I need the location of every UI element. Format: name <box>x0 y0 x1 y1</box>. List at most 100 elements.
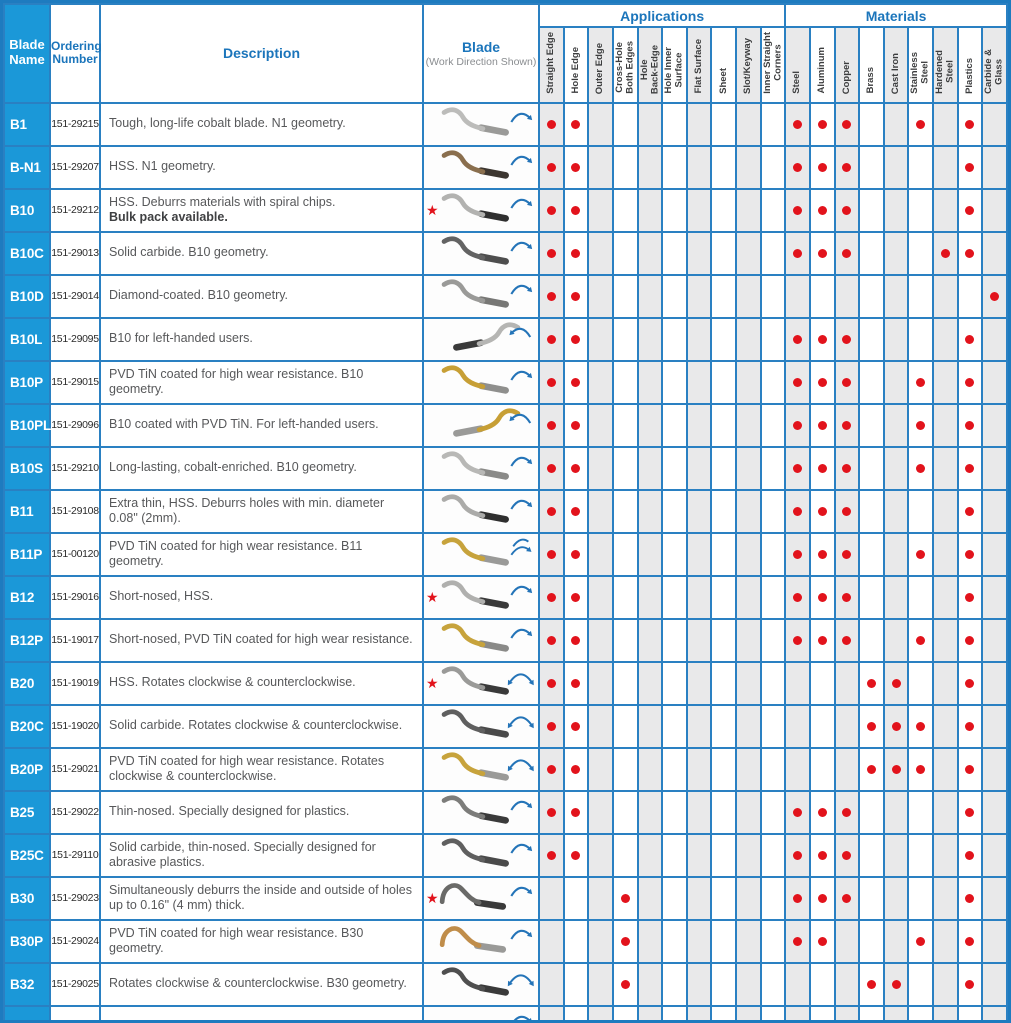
material-cell-aluminum <box>808 832 836 878</box>
applicability-dot <box>965 506 975 516</box>
applicability-dot <box>546 334 556 344</box>
application-cell-sheet <box>710 1004 737 1020</box>
material-cell-aluminum <box>808 359 836 405</box>
material-cell-plastics <box>956 187 984 233</box>
application-cell-cross-hole-both-edges <box>611 875 639 921</box>
application-cell-hole-inner-surface <box>661 230 688 276</box>
application-cell-straight-edge <box>538 660 565 706</box>
application-cell-slot-keyway <box>735 187 762 233</box>
blade-photo <box>441 795 533 824</box>
application-column-label: Hole Back-Edge <box>638 44 660 94</box>
material-cell-aluminum <box>808 703 836 749</box>
star-icon: ★ <box>426 589 439 606</box>
applicability-dot <box>546 721 556 731</box>
material-cell-brass <box>858 187 885 233</box>
material-column-label: Plastics <box>963 57 975 94</box>
application-cell-slot-keyway <box>735 1004 762 1020</box>
material-cell-stainless-steel <box>907 101 934 147</box>
application-cell-hole-back-edge <box>636 359 664 405</box>
application-cell-straight-edge <box>538 230 565 276</box>
applicability-dot <box>842 248 852 258</box>
material-cell-carbide-glass <box>981 1004 1008 1020</box>
material-cell-copper <box>833 703 861 749</box>
application-cell-hole-inner-surface <box>661 617 688 663</box>
applicability-dot <box>571 248 581 258</box>
material-cell-aluminum <box>808 230 836 276</box>
material-cell-brass <box>858 144 885 190</box>
applicability-dot <box>793 635 803 645</box>
material-cell-brass <box>858 660 885 706</box>
material-cell-stainless-steel <box>907 574 934 620</box>
applicability-dot <box>546 549 556 559</box>
application-cell-slot-keyway <box>735 875 762 921</box>
application-cell-inner-straight-corners <box>759 961 787 1007</box>
application-cell-hole-back-edge <box>636 316 664 362</box>
application-column-label: Straight Edge <box>545 32 557 94</box>
application-cell-slot-keyway <box>735 488 762 534</box>
blade-image-cell <box>422 703 540 749</box>
blade-row-b10: B10 151-29212 HSS. Deburrs materials with … <box>3 187 1008 233</box>
blade-name: B10C <box>3 230 51 276</box>
application-cell-hole-inner-surface <box>661 918 688 964</box>
application-cell-hole-edge <box>562 746 590 792</box>
applicability-dot <box>546 678 556 688</box>
application-cell-cross-hole-both-edges <box>611 488 639 534</box>
applicability-dot <box>817 420 827 430</box>
application-cell-cross-hole-both-edges <box>611 402 639 448</box>
material-cell-plastics <box>956 101 984 147</box>
application-cell-hole-inner-surface <box>661 101 688 147</box>
application-cell-sheet <box>710 359 737 405</box>
application-cell-cross-hole-both-edges <box>611 703 639 749</box>
application-cell-inner-straight-corners <box>759 273 787 319</box>
blade-name: B10PL <box>3 402 51 448</box>
material-cell-plastics <box>956 617 984 663</box>
description-text: Diamond-coated. B10 geometry. <box>99 273 424 319</box>
application-cell-inner-straight-corners <box>759 187 787 233</box>
application-cell-cross-hole-both-edges <box>611 832 639 878</box>
material-cell-brass <box>858 230 885 276</box>
material-cell-carbide-glass <box>981 273 1008 319</box>
ordering-number: 151-29022 <box>49 789 101 835</box>
material-cell-steel <box>784 445 811 491</box>
material-cell-cast-iron <box>882 531 910 577</box>
application-cell-slot-keyway <box>735 101 762 147</box>
material-cell-steel <box>784 961 811 1007</box>
application-cell-hole-back-edge <box>636 445 664 491</box>
blade-name: B25 <box>3 789 51 835</box>
material-cell-plastics <box>956 445 984 491</box>
material-cell-cast-iron <box>882 402 910 448</box>
application-cell-outer-edge <box>587 617 614 663</box>
application-cell-inner-straight-corners <box>759 789 787 835</box>
application-column-sheet: Sheet <box>710 26 737 104</box>
applicability-dot <box>571 291 581 301</box>
blade-name: B11P <box>3 531 51 577</box>
application-cell-hole-edge <box>562 617 590 663</box>
material-cell-steel <box>784 832 811 878</box>
material-cell-plastics <box>956 789 984 835</box>
application-cell-inner-straight-corners <box>759 531 787 577</box>
application-cell-outer-edge <box>587 574 614 620</box>
application-cell-slot-keyway <box>735 660 762 706</box>
application-cell-inner-straight-corners <box>759 359 787 405</box>
blade-image-cell <box>422 961 540 1007</box>
application-cell-slot-keyway <box>735 402 762 448</box>
applicability-dot <box>842 807 852 817</box>
material-cell-carbide-glass <box>981 316 1008 362</box>
application-cell-sheet <box>710 531 737 577</box>
material-cell-copper <box>833 359 861 405</box>
application-cell-straight-edge <box>538 445 565 491</box>
material-column-stainless-steel: Stainless Steel <box>907 26 934 104</box>
applicability-dot <box>793 377 803 387</box>
application-cell-outer-edge <box>587 402 614 448</box>
application-cell-flat-surface <box>685 789 713 835</box>
blade-row-b10s: B10S 151-29210 Long-lasting, cobalt-enrich… <box>3 445 1008 491</box>
material-cell-steel <box>784 746 811 792</box>
application-cell-flat-surface <box>685 746 713 792</box>
application-cell-sheet <box>710 703 737 749</box>
application-cell-outer-edge <box>587 273 614 319</box>
material-cell-carbide-glass <box>981 918 1008 964</box>
material-cell-steel <box>784 230 811 276</box>
applicability-dot <box>842 893 852 903</box>
applicability-dot <box>916 764 926 774</box>
application-cell-slot-keyway <box>735 832 762 878</box>
